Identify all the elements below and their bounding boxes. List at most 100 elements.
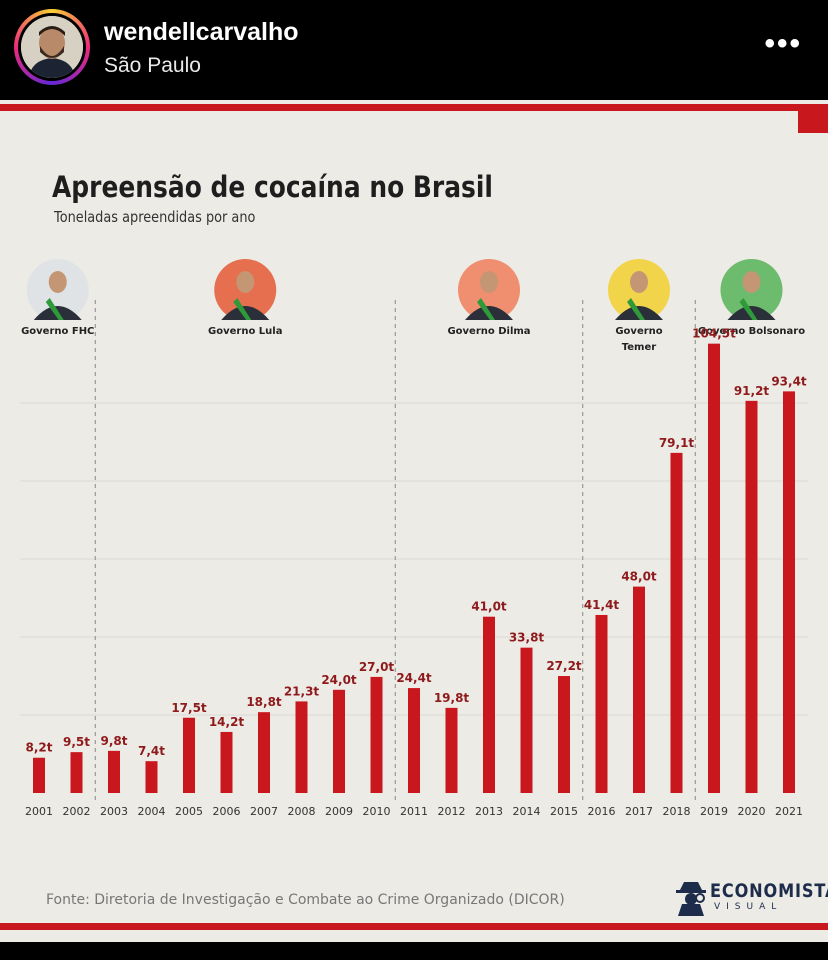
portrait-face: [630, 271, 648, 293]
economista-visual-logo: ECONOMISTA VISUAL: [674, 878, 828, 916]
chart-subtitle: Toneladas apreendidas por ano: [54, 208, 256, 226]
portrait-sash: [627, 298, 645, 320]
bar-value-label: 19,8t: [434, 691, 470, 705]
year-label: 2010: [363, 805, 391, 818]
bar-value-label: 14,2t: [209, 715, 245, 729]
detective-icon: [676, 882, 706, 916]
year-label: 2013: [475, 805, 503, 818]
bar-value-label: 24,4t: [396, 671, 432, 685]
portrait-sash: [477, 298, 495, 320]
year-label: 2001: [25, 805, 53, 818]
bar: [520, 647, 533, 793]
avatar[interactable]: [18, 13, 86, 81]
portrait-sash: [739, 298, 758, 320]
bar-value-label: 18,8t: [246, 695, 282, 709]
bar: [558, 676, 570, 793]
year-label: 2018: [663, 805, 691, 818]
bar: [108, 750, 120, 793]
portrait-face: [742, 271, 761, 293]
source-note: Fonte: Diretoria de Investigação e Comba…: [46, 892, 565, 908]
bar: [333, 689, 345, 793]
bar-value-label: 41,4t: [584, 598, 620, 612]
logo-subtext: VISUAL: [714, 902, 783, 912]
bar: [33, 757, 45, 793]
bar: [633, 586, 645, 793]
bar: [445, 707, 458, 793]
portrait-sash: [45, 298, 64, 320]
portrait-face: [48, 271, 67, 293]
year-label: 2014: [513, 805, 541, 818]
bar-value-label: 27,0t: [359, 660, 395, 674]
bar: [370, 676, 383, 793]
year-label: 2015: [550, 805, 578, 818]
logo-text: ECONOMISTA: [710, 880, 828, 902]
post-header: wendellcarvalho São Paulo •••: [0, 0, 828, 100]
top-accent-line: [0, 104, 828, 111]
government-label: Governo FHC: [21, 326, 94, 337]
bar-value-label: 24,0t: [321, 673, 357, 687]
bar: [595, 614, 608, 793]
bar: [783, 391, 795, 793]
bar-value-label: 93,4t: [771, 374, 807, 388]
portrait-face: [480, 271, 498, 293]
corner-accent: [798, 111, 828, 133]
year-label: 2021: [775, 805, 803, 818]
bar: [670, 452, 683, 793]
year-label: 2007: [250, 805, 278, 818]
year-label: 2003: [100, 805, 128, 818]
more-dots-icon[interactable]: •••: [764, 27, 802, 60]
year-label: 2016: [588, 805, 616, 818]
bar-value-label: 17,5t: [171, 701, 207, 715]
portrait-mask: [455, 320, 523, 324]
year-label: 2019: [700, 805, 728, 818]
portrait-face: [236, 271, 255, 293]
portrait-mask: [717, 320, 786, 324]
bar: [183, 717, 195, 793]
year-label: 2020: [738, 805, 766, 818]
portrait-mask: [605, 320, 673, 324]
bar-value-label: 8,2t: [26, 741, 53, 755]
year-label: 2006: [213, 805, 241, 818]
bar-value-label: 91,2t: [734, 384, 770, 398]
government-label: Governo Lula: [208, 326, 282, 337]
year-label: 2004: [138, 805, 166, 818]
year-label: 2012: [438, 805, 466, 818]
chart-title: Apreensão de cocaína no Brasil: [52, 170, 493, 204]
avatar-photo: [21, 16, 83, 78]
year-label: 2002: [63, 805, 91, 818]
bar-value-label: 7,4t: [138, 744, 165, 758]
infographic-card: [0, 100, 828, 942]
bar: [145, 761, 158, 793]
portrait-mask: [23, 320, 92, 324]
bar-value-label: 48,0t: [621, 570, 657, 584]
year-label: 2011: [400, 805, 428, 818]
year-label: 2009: [325, 805, 353, 818]
year-label: 2005: [175, 805, 203, 818]
bar: [258, 712, 270, 793]
bar: [408, 688, 420, 793]
government-label: Governo Bolsonaro: [698, 326, 805, 337]
bar-value-label: 41,0t: [471, 600, 507, 614]
bar-value-label: 27,2t: [546, 659, 582, 673]
portrait-sash: [233, 298, 252, 320]
year-label: 2008: [288, 805, 316, 818]
bar: [745, 400, 758, 793]
bar: [483, 616, 495, 793]
bar-value-label: 104,5t: [692, 327, 736, 341]
bar: [220, 731, 233, 793]
portrait-mask: [211, 320, 280, 324]
post-username[interactable]: wendellcarvalho: [104, 18, 299, 46]
bottom-accent-line: [0, 923, 828, 930]
post-location[interactable]: São Paulo: [104, 54, 201, 77]
bar: [70, 752, 83, 793]
government-label: Governo: [615, 326, 662, 337]
bar-value-label: 21,3t: [284, 684, 320, 698]
bar-value-label: 33,8t: [509, 631, 545, 645]
year-label: 2017: [625, 805, 653, 818]
bar: [708, 343, 720, 793]
story-ring[interactable]: [14, 9, 90, 85]
bar: [295, 701, 308, 793]
bar-value-label: 9,8t: [101, 734, 128, 748]
government-label: Governo Dilma: [447, 326, 530, 337]
